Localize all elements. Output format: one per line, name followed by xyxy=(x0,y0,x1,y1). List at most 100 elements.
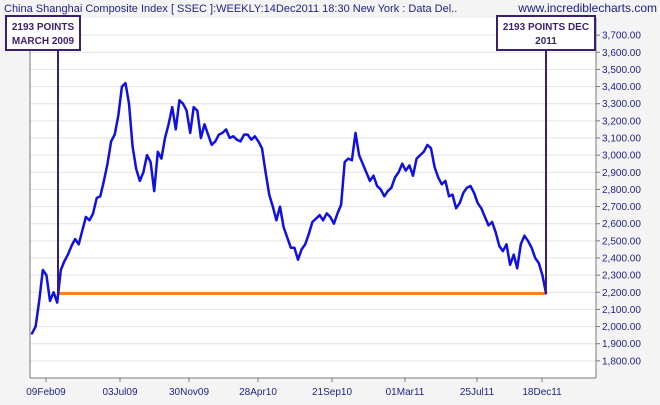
data-point xyxy=(85,216,87,218)
data-point xyxy=(192,106,195,108)
data-point xyxy=(333,222,335,225)
data-point xyxy=(67,253,69,256)
data-point xyxy=(426,144,429,146)
y-tick-label: 2,500.00 xyxy=(602,236,641,247)
data-point xyxy=(494,231,497,234)
data-point xyxy=(142,171,145,174)
data-point xyxy=(92,212,94,215)
data-point xyxy=(200,137,202,139)
data-point xyxy=(505,243,508,246)
data-point xyxy=(149,161,152,163)
data-point xyxy=(379,188,382,191)
data-point xyxy=(45,274,48,276)
data-point xyxy=(135,168,137,170)
data-point xyxy=(239,140,242,143)
data-point xyxy=(369,180,371,182)
data-point xyxy=(458,202,461,204)
y-tick-label: 2,600.00 xyxy=(602,219,641,230)
data-point xyxy=(473,192,475,194)
data-point xyxy=(164,137,166,139)
data-point xyxy=(430,147,432,150)
data-point xyxy=(268,193,271,196)
data-point xyxy=(31,332,33,335)
data-point xyxy=(509,264,511,266)
data-point xyxy=(530,246,533,249)
data-point xyxy=(520,243,522,246)
data-point xyxy=(103,180,105,182)
brand-link[interactable]: www.incrediblecharts.com xyxy=(517,1,657,15)
data-point xyxy=(512,253,515,256)
data-point xyxy=(412,174,414,177)
data-point xyxy=(146,154,148,156)
data-point xyxy=(49,300,51,302)
y-tick-label: 3,600.00 xyxy=(602,48,641,59)
data-point xyxy=(171,106,173,108)
data-point xyxy=(264,171,267,174)
callout-march-2009: 2193 POINTS MARCH 2009 xyxy=(5,15,81,294)
data-point xyxy=(293,246,296,249)
data-point xyxy=(167,123,170,126)
data-point xyxy=(300,248,303,251)
data-point xyxy=(189,132,191,134)
data-point xyxy=(451,193,454,196)
data-point xyxy=(437,176,440,179)
data-point xyxy=(318,214,321,216)
data-point xyxy=(304,243,307,246)
data-point xyxy=(203,123,206,126)
data-point xyxy=(214,140,217,143)
callout-march-2009-box xyxy=(5,15,81,51)
data-point xyxy=(405,169,407,172)
data-point xyxy=(254,135,256,138)
data-point xyxy=(401,162,404,165)
data-point xyxy=(541,274,544,276)
data-point xyxy=(448,195,450,198)
data-point xyxy=(336,212,339,215)
data-point xyxy=(38,300,40,302)
data-point xyxy=(455,207,457,210)
data-point xyxy=(484,216,486,218)
y-tick-label: 2,400.00 xyxy=(602,254,641,265)
data-point xyxy=(257,140,260,143)
data-point xyxy=(408,164,411,167)
y-tick-label: 3,100.00 xyxy=(602,134,641,145)
data-point xyxy=(325,212,328,215)
data-point xyxy=(308,233,310,235)
data-point xyxy=(56,301,58,304)
callout-dec-2011-line1: 2193 POINTS DEC xyxy=(503,22,589,33)
x-tick-label: 09Feb09 xyxy=(26,387,66,398)
data-point xyxy=(77,243,80,246)
data-point xyxy=(444,180,447,182)
data-point xyxy=(196,109,199,112)
y-tick-label: 2,300.00 xyxy=(602,271,641,282)
data-point xyxy=(469,185,472,187)
x-tick-label: 25Jul11 xyxy=(460,387,495,398)
data-point xyxy=(121,85,123,88)
data-point xyxy=(236,138,238,141)
chart-title: China Shanghai Composite Index [ SSEC ]:… xyxy=(4,3,457,15)
y-tick-label: 3,300.00 xyxy=(602,99,641,110)
data-point xyxy=(491,221,493,223)
data-point xyxy=(315,217,317,220)
data-point xyxy=(185,109,188,112)
callout-dec-2011: 2193 POINTS DEC 2011 xyxy=(496,15,596,294)
y-tick-label: 2,700.00 xyxy=(602,202,641,213)
data-point xyxy=(365,171,368,174)
data-point xyxy=(372,174,375,177)
data-point xyxy=(394,176,396,179)
y-tick-label: 1,800.00 xyxy=(602,356,641,367)
data-point xyxy=(218,133,220,136)
series-layer xyxy=(30,81,548,335)
data-point xyxy=(358,154,360,156)
data-point xyxy=(347,157,350,160)
y-tick-label: 2,100.00 xyxy=(602,305,641,316)
callout-dec-2011-line2: 2011 xyxy=(535,36,557,47)
x-tick-label: 30Nov09 xyxy=(169,387,209,398)
data-point xyxy=(279,205,281,208)
data-point xyxy=(225,128,227,131)
data-point xyxy=(523,234,526,237)
x-tick-label: 21Sep10 xyxy=(312,387,352,398)
data-point xyxy=(178,99,181,102)
data-point xyxy=(106,162,109,165)
